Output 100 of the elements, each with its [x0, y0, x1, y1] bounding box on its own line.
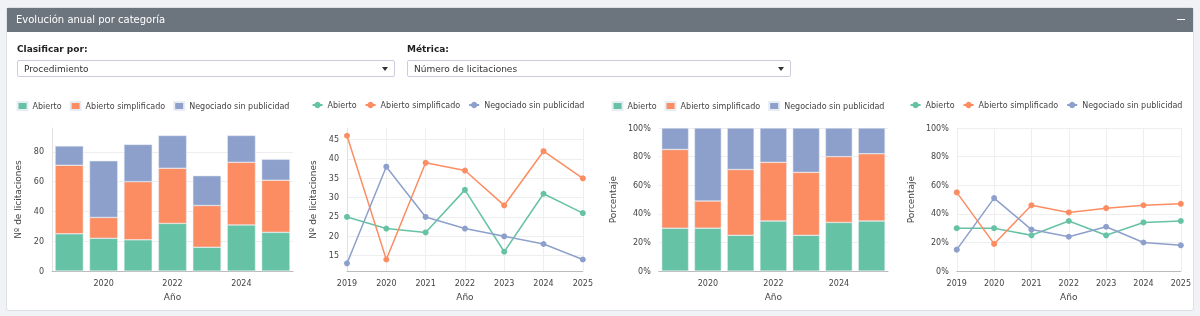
x-tick-label: 2020: [983, 278, 1005, 288]
x-axis-title: Año: [163, 291, 182, 302]
y-tick-label: 60: [33, 177, 44, 187]
point: [1028, 202, 1035, 209]
x-tick-label: 2019: [336, 278, 358, 288]
point: [422, 229, 429, 236]
point: [540, 190, 547, 197]
x-tick-label: 2020: [376, 278, 397, 288]
x-tick-label: 2021: [415, 278, 436, 288]
point: [579, 175, 586, 182]
point: [501, 233, 508, 240]
y-axis-title: Porcentaje: [905, 175, 916, 224]
y-tick-label: 25: [328, 212, 339, 222]
point: [501, 248, 508, 255]
y-tick-label: 100%: [925, 123, 950, 133]
legend-label: Negociado sin publicidad: [189, 101, 290, 111]
point: [461, 167, 468, 174]
y-tick-label: 20: [33, 236, 44, 246]
point: [501, 202, 508, 209]
point: [579, 256, 586, 263]
point: [991, 240, 998, 247]
point: [383, 163, 390, 170]
x-tick-label: 2023: [494, 278, 515, 288]
y-axis-title: Nº de licitaciones: [12, 160, 23, 239]
legend-label: Abierto simplificado: [85, 101, 166, 111]
y-tick-label: 20%: [930, 237, 950, 247]
x-tick-label: 2022: [1058, 278, 1079, 288]
legend-label: Abierto simplificado: [380, 100, 461, 110]
point: [579, 210, 586, 217]
text: Número de licitaciones: [407, 60, 791, 77]
point: [1103, 205, 1110, 212]
y-tick-label: 20%: [632, 237, 652, 247]
y-axis-title: Porcentaje: [607, 175, 618, 224]
point: [1140, 219, 1147, 226]
y-tick-label: 0%: [936, 266, 950, 276]
y-tick-label: 15: [328, 251, 339, 261]
x-tick-label: 2024: [1133, 278, 1154, 288]
point: [344, 213, 350, 220]
legend-label: Abierto simplificado: [978, 100, 1059, 110]
y-axis-title: Nº de licitaciones: [307, 160, 318, 239]
point: [1028, 226, 1035, 233]
point: [1177, 218, 1184, 225]
point: [1177, 200, 1184, 207]
x-tick-label: 2020: [697, 278, 719, 288]
point: [1065, 209, 1072, 216]
y-tick-label: 30: [328, 193, 339, 203]
y-tick-label: 60%: [930, 180, 950, 190]
point: [344, 132, 350, 139]
x-tick-label: 2024: [231, 278, 252, 288]
text: Métrica:: [407, 44, 449, 54]
point: [1140, 239, 1147, 246]
x-tick-label: 2023: [1095, 278, 1117, 288]
x-tick-label: 2024: [533, 278, 554, 288]
y-tick-label: 45: [328, 135, 339, 145]
legend-label: Abierto: [925, 100, 955, 110]
point: [991, 225, 998, 232]
legend-label: Negociado sin publicidad: [1082, 100, 1183, 110]
x-tick-label: 2021: [1021, 278, 1042, 288]
legend-label: Negociado sin publicidad: [784, 101, 885, 111]
legend-label: Abierto simplificado: [680, 101, 761, 111]
point: [540, 148, 547, 155]
text: Evolución anual por categoría: [7, 8, 1193, 32]
point: [953, 246, 960, 253]
point: [1140, 202, 1147, 209]
point: [422, 213, 429, 220]
text: Clasificar por:: [17, 44, 88, 54]
y-tick-label: 0%: [638, 266, 652, 276]
point: [461, 186, 468, 193]
x-tick-label: 2022: [454, 278, 476, 288]
y-tick-label: 40%: [930, 209, 950, 219]
point: [540, 241, 547, 248]
y-tick-label: 60%: [632, 180, 652, 190]
x-axis-title: Año: [456, 291, 475, 302]
y-tick-label: 80: [33, 147, 44, 157]
legend-label: Abierto: [627, 101, 657, 111]
x-tick-label: 2020: [93, 278, 114, 288]
point: [1065, 218, 1072, 225]
point: [461, 225, 468, 232]
x-axis-title: Año: [764, 291, 783, 302]
y-tick-label: 40: [33, 206, 44, 216]
x-tick-label: 2025: [1170, 278, 1191, 288]
y-tick-label: 35: [328, 173, 339, 183]
point: [953, 225, 960, 232]
y-tick-label: 40%: [632, 209, 652, 219]
y-tick-label: 0: [38, 266, 44, 276]
y-tick-label: 80%: [930, 152, 950, 162]
y-tick-label: 80%: [632, 152, 652, 162]
legend-label: Negociado sin publicidad: [484, 100, 585, 110]
point: [1103, 232, 1110, 239]
point: [1177, 242, 1184, 249]
point: [991, 195, 998, 202]
point: [1065, 233, 1072, 240]
y-tick-label: 40: [328, 154, 339, 164]
point: [422, 159, 429, 166]
x-axis-title: Año: [1060, 291, 1078, 302]
x-tick-label: 2019: [946, 278, 967, 288]
x-tick-label: 2024: [828, 278, 850, 288]
y-tick-label: 100%: [627, 123, 652, 133]
y-tick-label: 20: [328, 231, 339, 241]
x-tick-label: 2022: [162, 278, 183, 288]
